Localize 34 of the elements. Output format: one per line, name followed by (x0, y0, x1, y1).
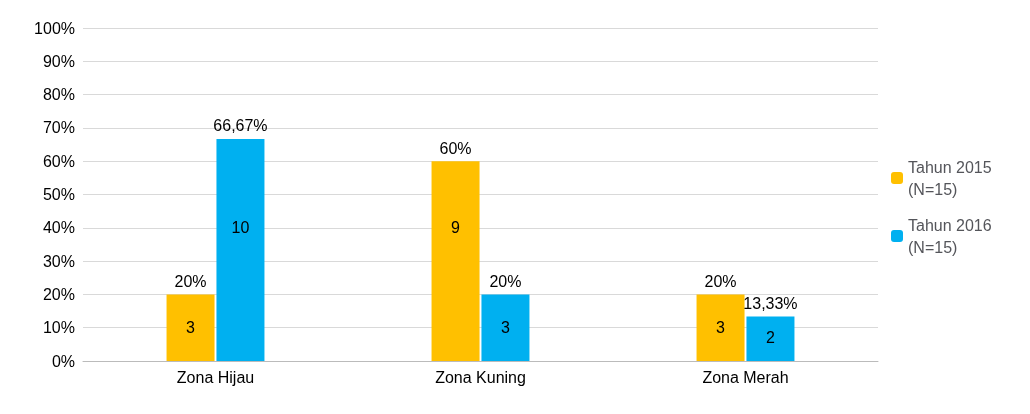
y-tick-label: 50% (42, 186, 75, 203)
annotation: 2 (766, 329, 776, 347)
bar (746, 316, 795, 361)
y-tick-label: 80% (42, 86, 75, 104)
data-label: 20% (489, 272, 522, 290)
data-label: 60% (439, 139, 472, 157)
y-tick-label: 0% (51, 352, 75, 370)
data-label: 13,33% (743, 295, 798, 313)
y-tick-label: 30% (42, 252, 75, 270)
legend-label: Tahun 2016 (N=15) (908, 216, 997, 256)
y-tick-label: 60% (42, 152, 75, 170)
data-label: 20% (174, 272, 207, 290)
bar (481, 294, 530, 361)
x-tick-label: Zona Hijau (176, 368, 255, 386)
x-tick-label: Zona Merah (702, 368, 789, 386)
y-tick-label: 40% (42, 219, 75, 237)
bar (696, 294, 745, 361)
y-tick-label: 70% (42, 119, 75, 137)
legend-label: Tahun 2015 (N=15) (908, 158, 997, 198)
y-tick-label: 100% (34, 19, 75, 37)
annotation: 3 (716, 319, 726, 337)
annotation: 10 (231, 219, 250, 237)
bar (166, 294, 215, 361)
y-tick-label: 20% (42, 285, 75, 303)
data-label: 20% (704, 272, 737, 290)
data-label: 66,67% (213, 117, 268, 135)
bar (216, 138, 265, 361)
annotation: 9 (451, 219, 461, 237)
bar (431, 161, 480, 361)
y-tick-label: 10% (42, 319, 75, 337)
y-tick-label: 90% (42, 52, 75, 70)
x-tick-label: Zona Kuning (435, 368, 526, 386)
annotation: 3 (501, 319, 511, 337)
annotation: 3 (186, 319, 196, 337)
